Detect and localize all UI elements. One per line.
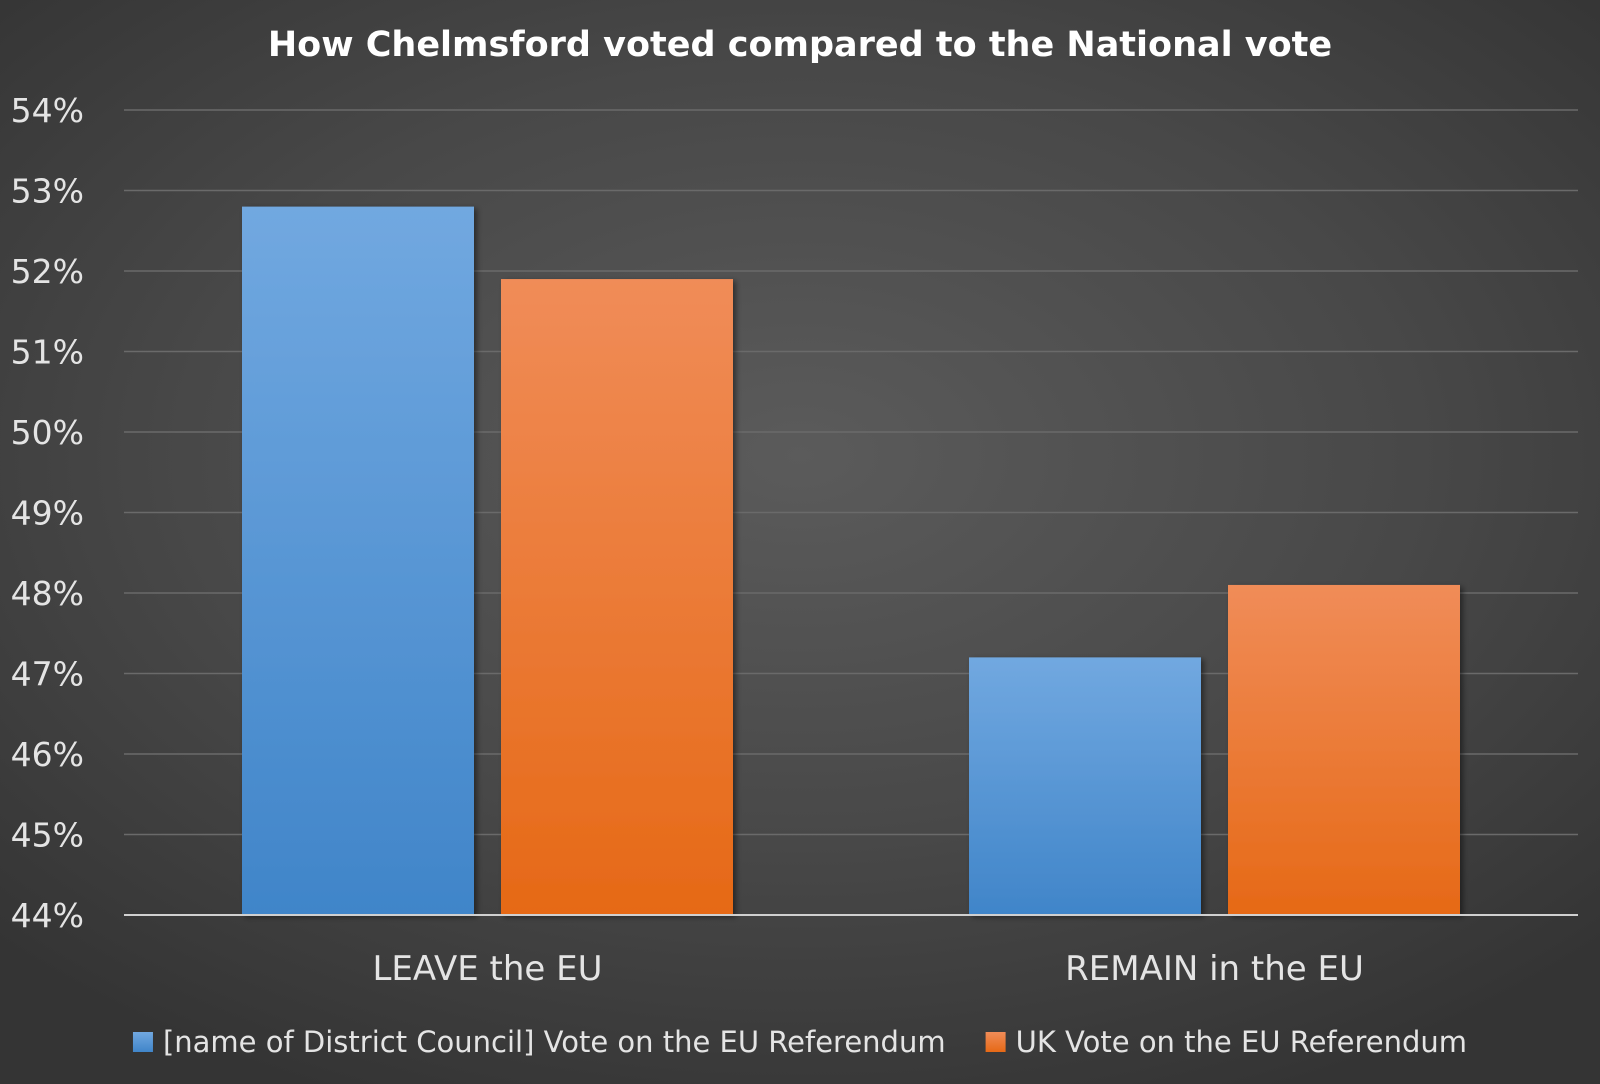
bar-uk-leave bbox=[501, 279, 733, 915]
x-category-label: REMAIN in the EU bbox=[1065, 949, 1364, 989]
x-category-label: LEAVE the EU bbox=[372, 949, 602, 989]
legend-swatch-uk bbox=[985, 1032, 1006, 1052]
y-tick-label: 44% bbox=[11, 896, 84, 935]
y-tick-label: 50% bbox=[11, 413, 84, 452]
y-tick-label: 49% bbox=[11, 494, 84, 533]
bars bbox=[242, 206, 1460, 916]
chart-title: How Chelmsford voted compared to the Nat… bbox=[268, 25, 1332, 65]
bar-district-leave bbox=[242, 206, 474, 916]
y-tick-label: 52% bbox=[11, 252, 84, 291]
y-tick-label: 54% bbox=[11, 91, 84, 130]
y-axis-tick-labels: 44% 45% 46% 47% 48% 49% 50% 51% 52% 53% 54% bbox=[11, 91, 84, 935]
legend: [name of District Council] Vote on the E… bbox=[132, 1025, 1467, 1059]
y-tick-label: 47% bbox=[11, 655, 84, 694]
y-tick-label: 48% bbox=[11, 574, 84, 613]
x-axis-category-labels: LEAVE the EU REMAIN in the EU bbox=[372, 949, 1363, 989]
legend-label: UK Vote on the EU Referendum bbox=[1016, 1025, 1467, 1059]
y-tick-label: 51% bbox=[11, 333, 84, 372]
legend-label: [name of District Council] Vote on the E… bbox=[163, 1025, 946, 1059]
y-tick-label: 45% bbox=[11, 816, 84, 855]
bar-uk-remain bbox=[1228, 584, 1460, 915]
bar-district-remain bbox=[969, 657, 1201, 915]
legend-swatch-district bbox=[132, 1032, 153, 1052]
y-tick-label: 53% bbox=[11, 172, 84, 211]
y-tick-label: 46% bbox=[11, 735, 84, 774]
